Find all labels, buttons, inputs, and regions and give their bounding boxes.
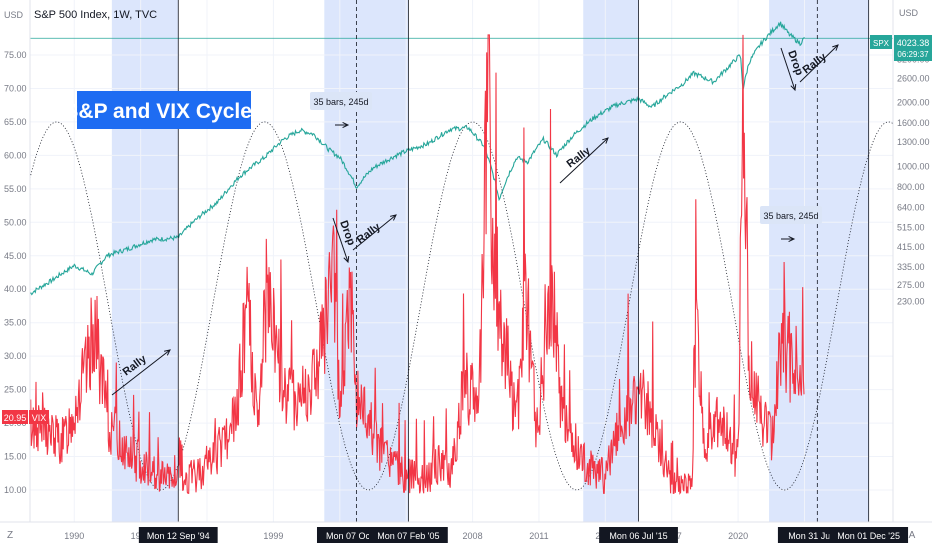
rally-arrow-4-head <box>832 44 839 51</box>
right-tick-label: 2600.00 <box>897 73 930 83</box>
time-tick-label: 1999 <box>263 531 283 541</box>
left-tick-label: 60.00 <box>4 150 27 160</box>
left-tick-label: 70.00 <box>4 83 27 93</box>
left-axis-unit: USD <box>4 10 24 20</box>
rally-arrow-4 <box>799 44 839 83</box>
date-label-bg <box>829 527 909 543</box>
bars-label-2-bg <box>760 206 822 224</box>
rally-arrow-2 <box>352 214 397 251</box>
vix-badge-label-bg <box>29 410 49 424</box>
rally-arrow-1-head <box>164 349 171 356</box>
date-label: Mon 07 Feb '05 <box>377 531 439 541</box>
bars-label-1-arrow-head <box>342 121 350 129</box>
reference-lines <box>177 0 870 522</box>
corner-left-z[interactable]: Z <box>7 530 13 541</box>
left-tick-label: 10.00 <box>4 485 27 495</box>
rally-arrow-3-head <box>602 137 609 144</box>
date-label-bg <box>368 527 448 543</box>
date-label: Mon 01 Dec '25 <box>837 531 900 541</box>
date-label: Mon 07 Oct '02 <box>326 531 387 541</box>
spx-badge-price-bg <box>894 35 932 61</box>
time-tick-label: 1990 <box>64 531 84 541</box>
time-tick-label: 2020 <box>728 531 748 541</box>
left-tick-label: 40.00 <box>4 284 27 294</box>
time-tick-label: 2008 <box>463 531 483 541</box>
spx-badge-label: SPX <box>873 39 890 48</box>
left-tick-label: 75.00 <box>4 50 27 60</box>
spx-line <box>29 21 805 296</box>
right-tick-label: 275.00 <box>897 280 925 290</box>
vix-badge-value-bg <box>2 410 28 424</box>
bars-label-1: 35 bars, 245d <box>313 97 368 107</box>
shaded-periods <box>111 0 869 522</box>
banner-background <box>77 91 251 129</box>
shaded-period-0 <box>111 0 179 522</box>
date-label: Mon 12 Sep '94 <box>147 531 210 541</box>
vix-series <box>29 34 805 495</box>
left-tick-label: 15.00 <box>4 452 27 462</box>
right-tick-label: 2000.00 <box>897 98 930 108</box>
shaded-period-3 <box>769 0 869 522</box>
right-tick-label: 335.00 <box>897 262 925 272</box>
vix-badge: 20.95 VIX <box>2 410 49 424</box>
spx-badge-price: 4023.38 <box>897 38 930 48</box>
right-tick-label: 1600.00 <box>897 118 930 128</box>
time-tick-label: 2011 <box>529 531 548 541</box>
bars-label-2-arrow-head <box>788 235 796 243</box>
rally-arrow-3 <box>559 137 609 184</box>
rally-arrow-1 <box>111 349 171 396</box>
drop-arrow-1 <box>332 217 349 263</box>
rally-arrow-2-head <box>390 214 397 221</box>
drop-arrow-2-head <box>790 83 797 92</box>
spx-badge: SPX 4023.38 06:29:37 <box>870 35 932 61</box>
left-tick-label: 55.00 <box>4 184 27 194</box>
left-tick-label: 30.00 <box>4 351 27 361</box>
right-tick-label: 800.00 <box>897 182 925 192</box>
spx-badge-label-bg <box>870 35 892 49</box>
bars-label-2: 35 bars, 245d <box>763 211 818 221</box>
bars-label-1-bg <box>310 92 372 110</box>
drop-arrow-1-head <box>343 255 350 264</box>
date-label-bg <box>599 527 678 543</box>
vix-line <box>29 34 805 495</box>
left-tick-label: 45.00 <box>4 251 27 261</box>
vix-badge-value: 20.95 <box>4 413 27 423</box>
right-tick-label: 1000.00 <box>897 161 930 171</box>
drop-arrow-2 <box>780 47 796 91</box>
corner-right-a[interactable]: A <box>909 530 916 541</box>
right-axis-unit: USD <box>899 8 919 18</box>
spx-series <box>29 21 893 296</box>
right-tick-label: 640.00 <box>897 202 925 212</box>
date-label: Mon 06 Jul '15 <box>609 531 667 541</box>
left-tick-label: 35.00 <box>4 318 27 328</box>
left-tick-label: 50.00 <box>4 217 27 227</box>
chart-title: S&P 500 Index, 1W, TVC <box>34 9 157 21</box>
gridlines <box>30 0 893 522</box>
banner: S&P and VIX Cycles <box>64 91 264 129</box>
right-tick-label: 1300.00 <box>897 137 930 147</box>
left-tick-label: 25.00 <box>4 385 27 395</box>
right-tick-label: 230.00 <box>897 297 925 307</box>
left-tick-label: 65.00 <box>4 117 27 127</box>
vix-badge-label: VIX <box>32 413 47 423</box>
date-label: Mon 31 Jul '23 <box>788 531 846 541</box>
right-tick-label: 515.00 <box>897 222 925 232</box>
date-label-bg <box>138 527 218 543</box>
spx-badge-countdown: 06:29:37 <box>897 50 929 59</box>
banner-text: S&P and VIX Cycles <box>64 100 263 123</box>
right-tick-label: 415.00 <box>897 242 925 252</box>
